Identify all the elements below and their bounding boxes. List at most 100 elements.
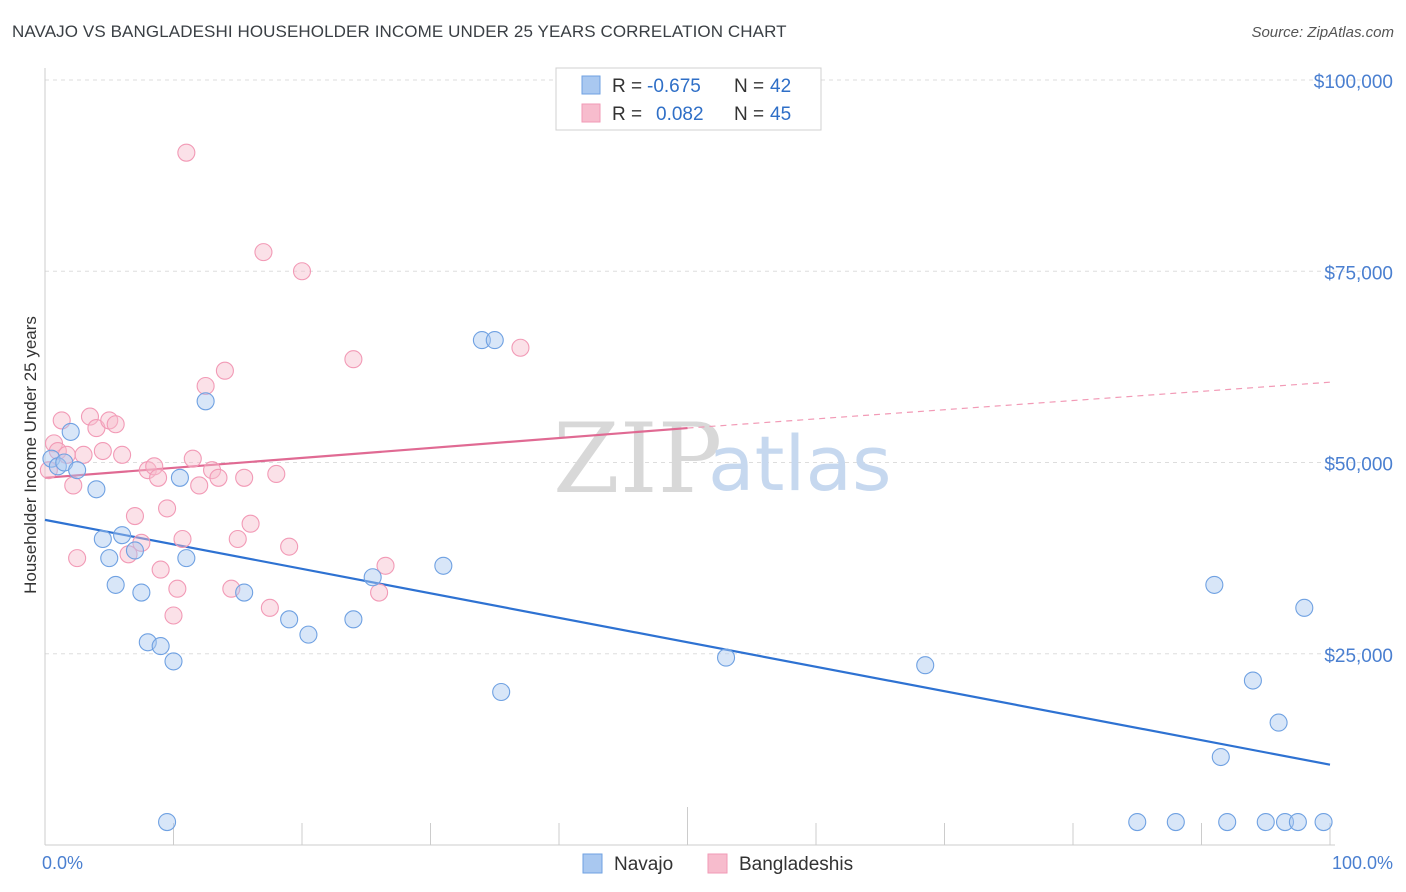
point-navajo-19 — [235, 583, 254, 602]
point-bangladeshi-40 — [344, 350, 363, 369]
trend-line-bangladeshi — [44, 426, 688, 479]
x-tick-label-0: 0.0% — [42, 853, 83, 873]
point-bangladeshi-24 — [177, 143, 196, 162]
point-bangladeshi-19 — [151, 560, 170, 579]
watermark: ZIP atlas — [553, 403, 892, 515]
axes — [44, 68, 1335, 846]
chart-title: NAVAJO VS BANGLADESHI HOUSEHOLDER INCOME… — [12, 22, 787, 41]
legend-n-value-bangladeshi: 45 — [770, 104, 791, 125]
y-tick-labels: $25,000 $50,000 $75,000 $100,000 — [1314, 72, 1393, 667]
point-navajo-15 — [164, 652, 183, 671]
trend-lines — [44, 381, 1331, 766]
point-navajo-37 — [1269, 713, 1288, 732]
x-tick-label-1: 100.0% — [1332, 853, 1393, 873]
point-bangladeshi-35 — [254, 243, 273, 262]
point-navajo-4 — [68, 461, 87, 480]
point-bangladeshi-23 — [173, 529, 192, 549]
source-label: Source: ZipAtlas.com — [1251, 24, 1394, 41]
point-bangladeshi-34 — [241, 514, 260, 533]
point-navajo-28 — [716, 648, 736, 667]
point-navajo-36 — [1256, 812, 1275, 832]
point-navajo-6 — [93, 529, 112, 549]
point-navajo-40 — [1295, 598, 1314, 617]
point-navajo-23 — [363, 568, 382, 587]
y-tick-label-3: $100,000 — [1314, 72, 1393, 93]
x-tick-labels: 0.0% 100.0% — [42, 853, 1393, 873]
point-bangladeshi-7 — [74, 445, 93, 464]
point-bangladeshi-16 — [132, 533, 151, 552]
point-bangladeshi-26 — [190, 476, 209, 495]
point-navajo-22 — [344, 610, 363, 629]
point-bangladeshi-43 — [511, 338, 530, 357]
point-bangladeshi-18 — [145, 457, 164, 476]
point-navajo-10 — [125, 541, 144, 560]
point-bangladeshi-20 — [158, 499, 177, 518]
point-navajo-18 — [196, 392, 215, 411]
trend-line-bangladeshi-extension — [687, 381, 1331, 429]
legend-swatch-navajo — [581, 75, 601, 95]
point-navajo-21 — [299, 625, 318, 644]
point-bangladeshi-29 — [209, 468, 228, 487]
point-navajo-20 — [280, 610, 299, 629]
y-axis-label: Householder Income Under 25 years — [21, 316, 40, 594]
point-bangladeshi-38 — [280, 537, 299, 556]
point-navajo-13 — [151, 637, 170, 656]
point-bangladeshi-6 — [68, 549, 87, 568]
point-bangladeshi-27 — [196, 376, 215, 396]
point-navajo-41 — [1314, 812, 1333, 832]
legend-swatch-bangladeshi — [581, 103, 601, 123]
point-bangladeshi-21 — [164, 606, 183, 625]
grid-lines — [45, 79, 1366, 655]
point-bangladeshi-25 — [183, 449, 202, 468]
point-navajo-14 — [158, 812, 177, 832]
point-bangladeshi-22 — [168, 579, 187, 598]
point-bangladeshi-30 — [215, 361, 234, 380]
series-swatch-navajo — [582, 853, 603, 874]
point-navajo-39 — [1288, 812, 1307, 832]
y-tick-label-0: $25,000 — [1324, 646, 1393, 667]
point-navajo-17 — [177, 549, 196, 568]
point-navajo-3 — [61, 422, 80, 441]
point-navajo-24 — [434, 556, 453, 575]
point-navajo-30 — [1128, 812, 1147, 832]
point-navajo-27 — [492, 682, 511, 702]
series-swatch-bangladeshi — [707, 853, 728, 874]
point-bangladeshi-36 — [260, 598, 279, 617]
point-bangladeshi-28 — [203, 461, 222, 480]
point-bangladeshi-0 — [39, 461, 58, 480]
point-navajo-11 — [132, 583, 151, 602]
series-legend: Navajo Bangladeshis — [582, 853, 853, 875]
point-navajo-25 — [472, 331, 491, 350]
point-bangladeshi-8 — [80, 407, 100, 426]
point-navajo-35 — [1243, 671, 1262, 690]
y-tick-label-1: $50,000 — [1324, 455, 1393, 476]
legend-n-label-bangladeshi: N = — [734, 104, 764, 125]
point-bangladeshi-44 — [149, 468, 168, 487]
series-label-bangladeshi: Bangladeshis — [739, 854, 853, 875]
point-bangladeshi-13 — [113, 445, 132, 464]
point-navajo-31 — [1166, 812, 1185, 832]
point-bangladeshi-5 — [64, 476, 83, 495]
point-navajo-38 — [1275, 812, 1295, 832]
legend-n-label-navajo: N = — [734, 76, 764, 97]
point-navajo-16 — [170, 468, 189, 487]
point-navajo-29 — [916, 656, 935, 675]
watermark-zip: ZIP — [553, 403, 722, 515]
legend-r-value-navajo: -0.675 — [647, 76, 701, 97]
point-navajo-34 — [1218, 812, 1237, 832]
point-navajo-26 — [485, 331, 504, 350]
point-navajo-9 — [113, 526, 132, 545]
point-bangladeshi-2 — [48, 441, 67, 461]
legend-r-value-bangladeshi: 0.082 — [656, 104, 704, 125]
point-navajo-7 — [100, 549, 119, 568]
point-bangladeshi-39 — [292, 262, 312, 281]
watermark-atlas: atlas — [708, 419, 892, 508]
point-navajo-32 — [1205, 575, 1224, 594]
y-tick-label-2: $75,000 — [1324, 263, 1393, 284]
series-label-navajo: Navajo — [614, 854, 673, 875]
point-navajo-33 — [1211, 747, 1230, 767]
legend-r-label-bangladeshi: R = — [612, 104, 642, 125]
point-bangladeshi-42 — [376, 556, 395, 575]
point-navajo-5 — [87, 480, 106, 499]
